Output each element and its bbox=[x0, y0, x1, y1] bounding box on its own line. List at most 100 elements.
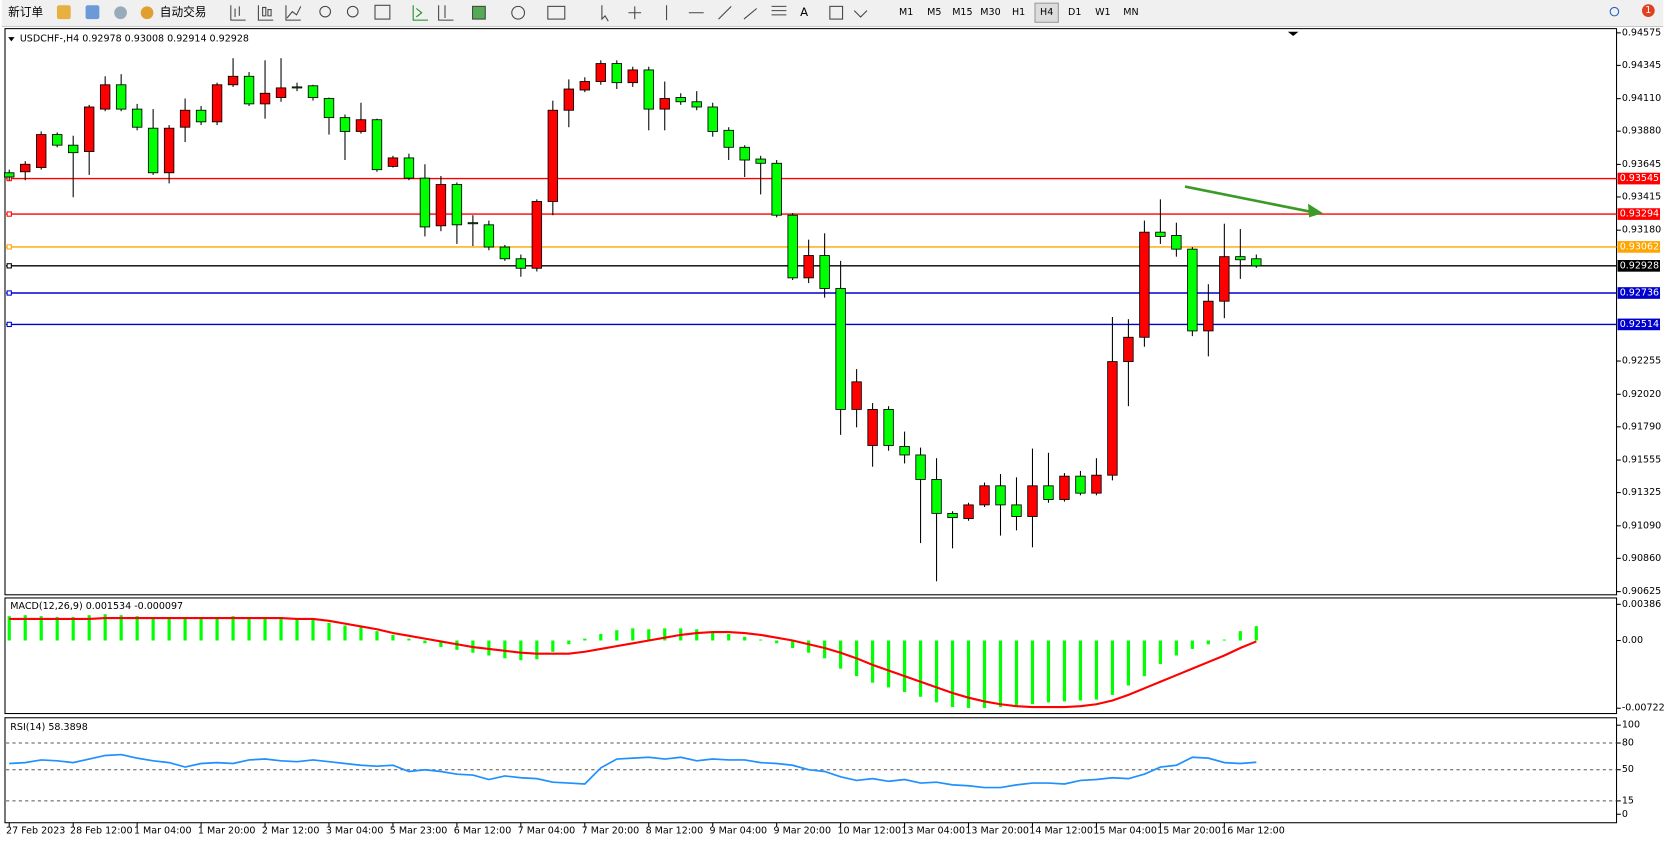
y-tick-label: 15 bbox=[1622, 795, 1634, 806]
histogram-bar bbox=[1158, 640, 1162, 664]
text-tool[interactable]: A bbox=[800, 5, 808, 19]
icon[interactable] bbox=[56, 5, 71, 20]
candle-body bbox=[883, 408, 894, 446]
notification-count: 1 bbox=[1645, 5, 1651, 16]
candle-body bbox=[195, 109, 207, 123]
candle-body bbox=[867, 408, 878, 446]
candle-body bbox=[835, 288, 846, 410]
histogram-bar bbox=[263, 618, 267, 641]
timeframe-button[interactable]: MN bbox=[1123, 7, 1138, 18]
candle-body bbox=[675, 97, 686, 103]
icon[interactable] bbox=[547, 5, 566, 20]
level-label-bg bbox=[1617, 241, 1661, 253]
y-tick-label: 0.94110 bbox=[1622, 93, 1661, 104]
icon[interactable] bbox=[257, 5, 274, 21]
timeframe-button[interactable]: H1 bbox=[1012, 7, 1025, 18]
y-tick-label: 0.90625 bbox=[1622, 586, 1661, 597]
histogram-bar bbox=[982, 640, 987, 709]
level-label-bg bbox=[1617, 318, 1661, 331]
y-tick-label: 100 bbox=[1622, 720, 1640, 731]
y-tick-label: 0.91555 bbox=[1622, 455, 1661, 466]
histogram-bar bbox=[55, 617, 59, 641]
timeframe-button[interactable]: M5 bbox=[927, 7, 941, 18]
icon[interactable] bbox=[114, 6, 127, 20]
candle-body bbox=[1203, 300, 1214, 332]
plot: 0.94575 0.94345 0.94110 0.93880 0.93645 0.934… bbox=[4, 27, 1665, 837]
level-anchor bbox=[6, 244, 12, 250]
histogram-bar bbox=[998, 640, 1003, 708]
candle-body bbox=[851, 381, 862, 410]
timeframe-button[interactable]: W1 bbox=[1095, 7, 1111, 18]
histogram-bar bbox=[918, 640, 923, 697]
icon[interactable] bbox=[319, 5, 332, 18]
timeframe-button[interactable]: D1 bbox=[1068, 7, 1081, 18]
timeframe-button[interactable]: M1 bbox=[899, 7, 913, 18]
icon[interactable] bbox=[829, 5, 844, 20]
icon[interactable] bbox=[472, 5, 486, 20]
icon[interactable] bbox=[374, 4, 391, 20]
candle-body bbox=[963, 504, 974, 520]
candle-body bbox=[499, 246, 511, 260]
chart-header: USDCHF-,H4 0.92978 0.93008 0.92914 0.929… bbox=[20, 34, 249, 45]
candle-body bbox=[291, 86, 303, 89]
toolbar: 新订单 自动交易 A M1 M5 M15 M30 H1 H4 D1 W1 MN 1 bbox=[1, 0, 1664, 28]
histogram-bar bbox=[1190, 640, 1194, 649]
auto-trading-button[interactable]: 自动交易 bbox=[160, 5, 207, 19]
histogram-bar bbox=[567, 640, 571, 645]
candle-body bbox=[1027, 485, 1038, 517]
histogram-bar bbox=[1014, 640, 1019, 707]
price-panel bbox=[4, 28, 1618, 596]
notification-badge[interactable] bbox=[1641, 4, 1655, 17]
candle-body bbox=[515, 258, 527, 269]
icon[interactable] bbox=[412, 5, 429, 21]
y-tick-label: 0.92020 bbox=[1622, 389, 1661, 400]
timeframe-button[interactable]: M30 bbox=[980, 7, 1000, 18]
search-icon[interactable] bbox=[1609, 6, 1620, 17]
icon[interactable] bbox=[438, 5, 454, 21]
x-tick-label: 15 Mar 04:00 bbox=[1093, 826, 1157, 837]
y-tick-label: 0.94345 bbox=[1622, 60, 1661, 71]
candle-body bbox=[323, 98, 335, 119]
new-order-button[interactable]: 新订单 bbox=[8, 5, 43, 19]
histogram-bar bbox=[1222, 639, 1226, 641]
candle-body bbox=[979, 485, 990, 506]
histogram-bar bbox=[934, 640, 939, 703]
auto-trading-icon[interactable] bbox=[140, 6, 154, 20]
level-anchor bbox=[6, 290, 12, 296]
histogram-bar bbox=[1206, 640, 1210, 645]
histogram-bar bbox=[1174, 640, 1178, 656]
y-tick-label: 0.93880 bbox=[1622, 126, 1661, 137]
icon[interactable] bbox=[85, 5, 100, 20]
icon[interactable] bbox=[346, 5, 359, 18]
histogram-bar bbox=[167, 618, 171, 641]
candle-body bbox=[723, 129, 734, 148]
icon[interactable] bbox=[230, 5, 246, 21]
candle-body bbox=[339, 117, 351, 132]
candle-body bbox=[1011, 504, 1022, 517]
histogram-bar bbox=[727, 633, 731, 641]
x-tick-label: 6 Mar 12:00 bbox=[454, 826, 512, 837]
icon[interactable] bbox=[601, 5, 868, 22]
y-tick-label: 0.00386 bbox=[1622, 599, 1661, 610]
histogram-bar bbox=[23, 615, 27, 641]
histogram-bar bbox=[663, 628, 667, 641]
candle-body bbox=[659, 98, 670, 110]
icon[interactable] bbox=[511, 5, 526, 20]
level-label: 0.93294 bbox=[1620, 209, 1659, 220]
timeframe-button[interactable]: H4 bbox=[1040, 7, 1053, 18]
shift-marker bbox=[1287, 31, 1299, 37]
timeframe-button[interactable]: M15 bbox=[952, 7, 972, 18]
candle-body bbox=[275, 87, 287, 98]
candle-body bbox=[52, 134, 63, 146]
candle-body bbox=[1091, 474, 1102, 494]
histogram-bar bbox=[631, 628, 635, 641]
timeframe-bar: M1 M5 M15 M30 H1 H4 D1 W1 MN bbox=[899, 2, 1139, 23]
x-tick-label: 7 Mar 04:00 bbox=[518, 826, 576, 837]
y-tick-label: 0.90860 bbox=[1622, 553, 1661, 564]
level-anchor bbox=[6, 321, 12, 328]
signal-line bbox=[9, 616, 1257, 709]
candle-body bbox=[307, 85, 319, 98]
candle-body bbox=[179, 109, 191, 128]
y-tick-label: 0.91090 bbox=[1622, 520, 1661, 531]
icon[interactable] bbox=[285, 5, 302, 21]
